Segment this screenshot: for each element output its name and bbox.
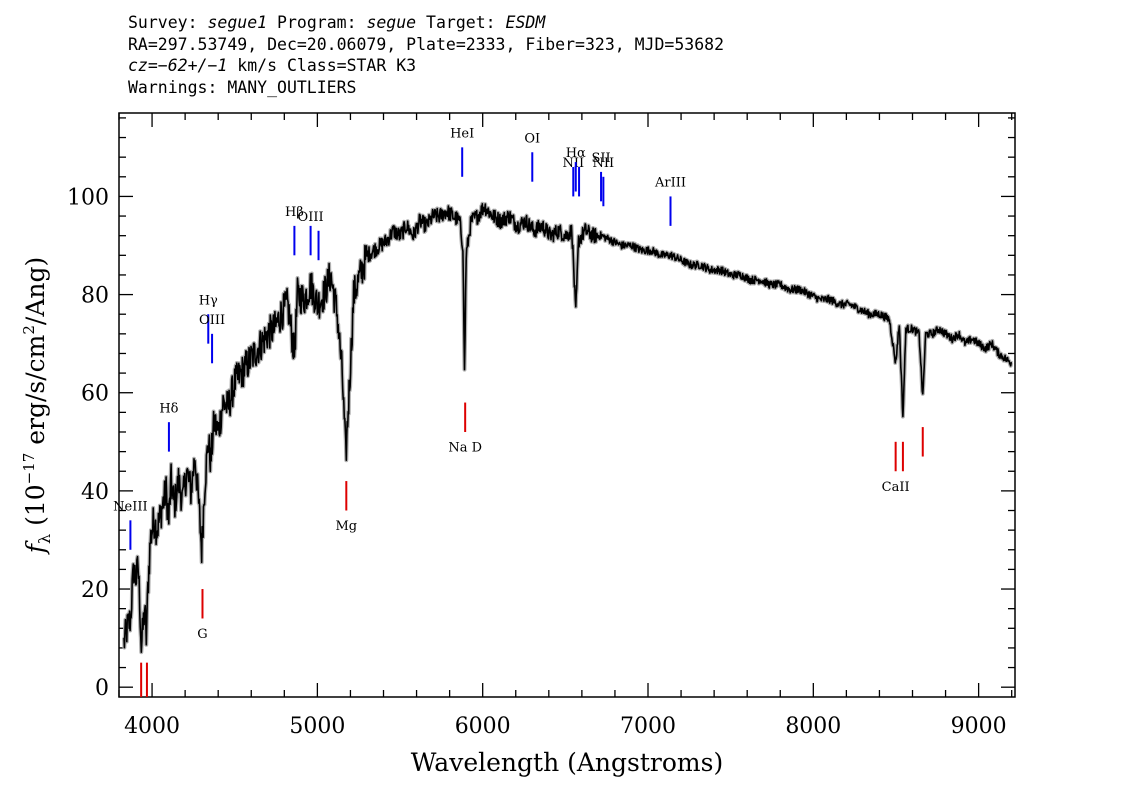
y-tick-labels: 0 20 40 60 80 100 bbox=[67, 185, 109, 701]
x-tick-labels: 4000 5000 6000 7000 8000 9000 bbox=[124, 714, 1007, 739]
y-axis-title-post: /Ang) bbox=[21, 257, 50, 325]
emission-line-label: SII bbox=[591, 151, 610, 166]
y-tick-label: 80 bbox=[81, 284, 109, 309]
target-label: Target: bbox=[416, 13, 506, 32]
emission-line-label: Hα bbox=[566, 146, 586, 161]
y-axis-title-exp2: 2 bbox=[20, 325, 38, 335]
y-tick-label: 100 bbox=[67, 185, 109, 210]
x-tick-label: 4000 bbox=[124, 714, 180, 739]
x-tick-label: 5000 bbox=[289, 714, 345, 739]
y-tick-label: 0 bbox=[95, 676, 109, 701]
cz-value: =−62+/−1 bbox=[147, 56, 228, 75]
x-tick-label: 8000 bbox=[785, 714, 841, 739]
spectrum-series bbox=[122, 201, 1014, 655]
emission-line-label: Hγ bbox=[199, 293, 218, 308]
absorption-line-label: Mg bbox=[335, 519, 357, 534]
axis-ticks bbox=[118, 113, 1015, 697]
emission-line-label: NeIII bbox=[113, 500, 147, 515]
spectrum-line bbox=[123, 203, 1013, 653]
emission-line-label: OI bbox=[524, 131, 540, 146]
y-tick-label: 20 bbox=[81, 578, 109, 603]
emission-line-label: ArIII bbox=[654, 176, 686, 191]
absorption-line-label: CaII bbox=[882, 480, 910, 495]
plot-frame bbox=[118, 112, 1016, 698]
cz-label: cz bbox=[128, 56, 148, 75]
emission-line-label: OIII bbox=[199, 313, 225, 328]
spectrum-header: Survey: segue1 Program: segue Target: ES… bbox=[128, 12, 724, 98]
header-line-survey: Survey: segue1 Program: segue Target: ES… bbox=[128, 12, 724, 34]
y-axis-title-f: f bbox=[21, 540, 50, 555]
emission-line-label: NII bbox=[593, 156, 615, 171]
y-tick-label: 60 bbox=[81, 382, 109, 407]
emission-line-label: Hδ bbox=[159, 401, 178, 416]
y-tick-label: 40 bbox=[81, 480, 109, 505]
absorption-line-label: Na D bbox=[448, 441, 482, 456]
target-value: ESDM bbox=[505, 13, 546, 32]
survey-label: Survey: bbox=[128, 13, 208, 32]
header-line-coordinates: RA=297.53749, Dec=20.06079, Plate=2333, … bbox=[128, 34, 725, 54]
absorption-line-label: G bbox=[197, 627, 207, 642]
class-text: km/s Class=STAR K3 bbox=[227, 56, 417, 75]
x-tick-label: 9000 bbox=[951, 714, 1007, 739]
header-line-warnings: Warnings: MANY_OUTLIERS bbox=[128, 77, 357, 97]
emission-line-label: OIII bbox=[298, 210, 324, 225]
survey-value: segue1 bbox=[207, 13, 268, 32]
program-label: Program: bbox=[267, 13, 367, 32]
x-tick-label: 7000 bbox=[620, 714, 676, 739]
y-axis-title-exp1: −17 bbox=[20, 453, 38, 485]
emission-line-label: HeI bbox=[450, 127, 474, 142]
emission-line-label: Hβ bbox=[285, 205, 304, 220]
y-axis-title: fλ (10−17 erg/s/cm2/Ang) bbox=[20, 257, 54, 556]
header-line-redshift: cz=−62+/−1 km/s Class=STAR K3 bbox=[128, 55, 724, 77]
error-band bbox=[122, 201, 1014, 655]
program-value: segue bbox=[366, 13, 417, 32]
y-axis-title-pre: (10 bbox=[21, 484, 50, 534]
x-tick-label: 6000 bbox=[455, 714, 511, 739]
y-axis-title-sub: λ bbox=[35, 534, 54, 544]
y-axis-title-mid: erg/s/cm bbox=[21, 334, 50, 452]
x-axis-title: Wavelength (Angstroms) bbox=[411, 748, 723, 777]
